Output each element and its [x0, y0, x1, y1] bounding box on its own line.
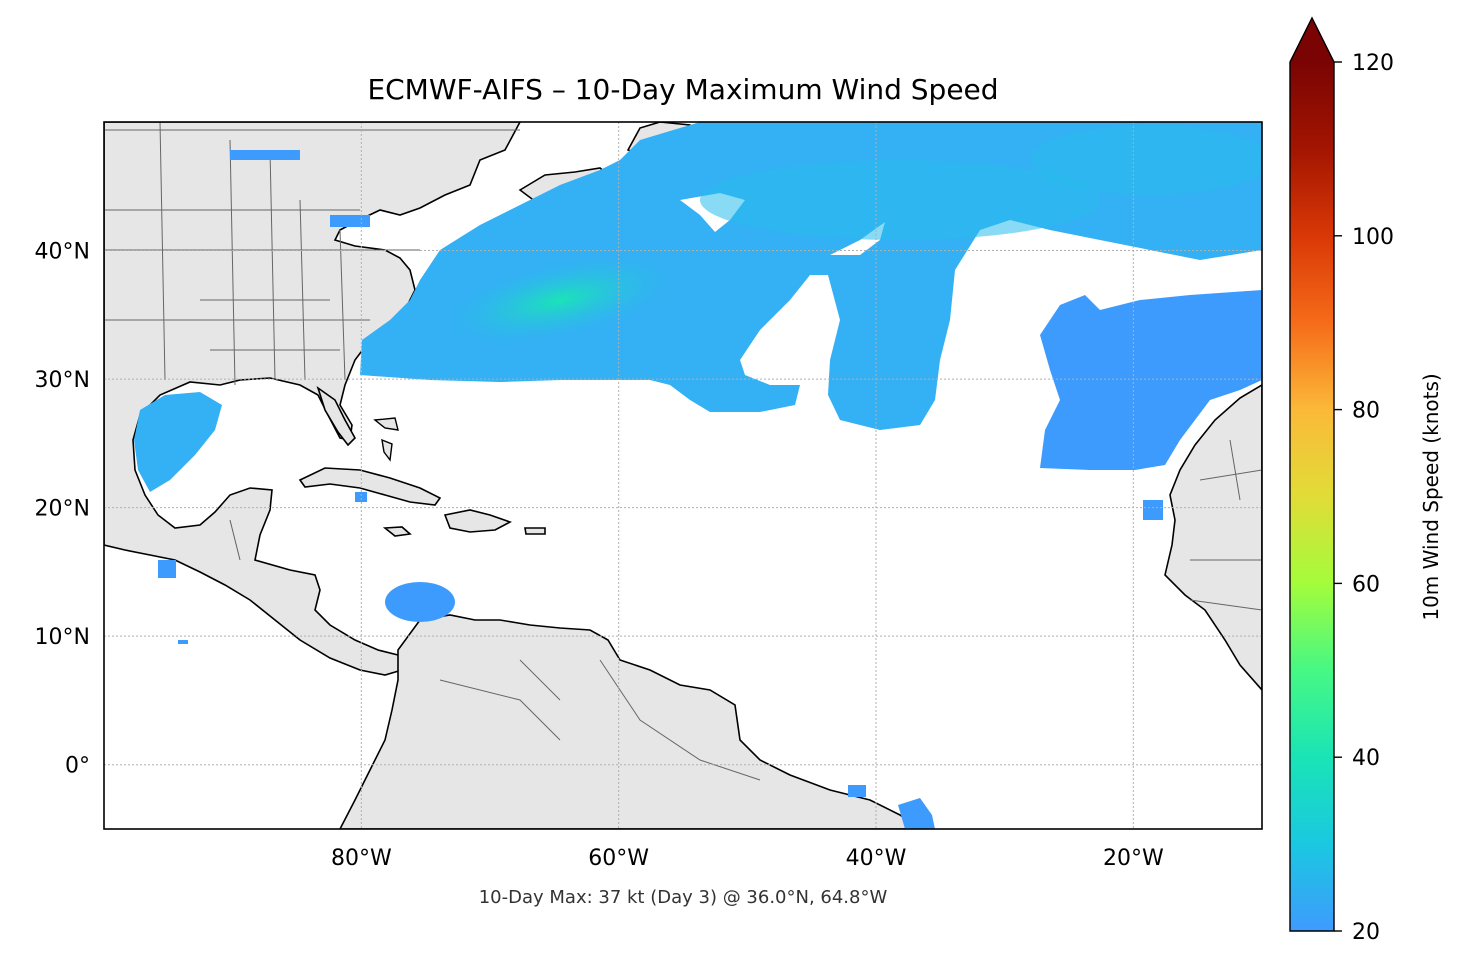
colorbar: 20 40 60 80 100 120 10m Wind Speed (knots) [1289, 16, 1443, 945]
gridlines [104, 122, 1262, 829]
colorbar-tick-label: 60 [1352, 572, 1380, 597]
wind-spot [898, 798, 935, 829]
lat-tick-label: 30°N [35, 368, 90, 393]
lat-tick-labels: 0° 10°N 20°N 30°N 40°N [35, 240, 90, 779]
colorbar-tick-label: 20 [1352, 920, 1380, 945]
colorbar-ticks: 20 40 60 80 100 120 [1334, 51, 1394, 945]
map-panel [104, 122, 1262, 829]
land-jamaica [382, 526, 412, 537]
wind-caribbean [385, 582, 455, 622]
colorbar-tick-label: 120 [1352, 51, 1394, 76]
colorbar-gradient [1290, 62, 1334, 931]
wind-spot [848, 785, 866, 797]
wind-great-lakes [230, 150, 300, 160]
lon-tick-label: 80°W [331, 846, 392, 871]
wind-band-ne [1030, 125, 1262, 195]
lon-tick-label: 60°W [588, 846, 649, 871]
land-bahamas [373, 417, 399, 462]
colorbar-tick-label: 100 [1352, 225, 1394, 250]
map-frame [103, 121, 1263, 830]
wind-spot [355, 492, 367, 502]
land-puerto-rico [524, 527, 546, 535]
wind-lake-ontario [330, 215, 370, 227]
wind-gulf-mexico [134, 392, 222, 492]
wind-field [134, 122, 1262, 829]
wind-spot [1143, 500, 1163, 520]
lon-tick-labels: 80°W 60°W 40°W 20°W [331, 846, 1164, 871]
land-hispaniola [443, 509, 512, 533]
borders [104, 122, 1262, 781]
land-cuba [298, 467, 442, 506]
footnote: 10-Day Max: 37 kt (Day 3) @ 36.0°N, 64.8… [479, 887, 888, 908]
lat-tick-label: 0° [65, 754, 90, 779]
colorbar-extend-arrow [1290, 18, 1334, 62]
colorbar-tick-label: 40 [1352, 746, 1380, 771]
colorbar-label: 10m Wind Speed (knots) [1419, 373, 1443, 620]
wind-max-core [442, 255, 678, 345]
lat-tick-label: 10°N [35, 625, 90, 650]
lat-tick-label: 20°N [35, 497, 90, 522]
wind-band-north [700, 160, 1100, 240]
lon-tick-label: 20°W [1103, 846, 1164, 871]
wind-swath-east-atlantic [1040, 290, 1262, 470]
wind-spot [158, 560, 176, 578]
lon-tick-label: 40°W [846, 846, 907, 871]
land-florida [316, 385, 356, 447]
colorbar-tick-label: 80 [1352, 399, 1380, 424]
chart-title: ECMWF-AIFS – 10-Day Maximum Wind Speed [367, 73, 998, 106]
lat-tick-label: 40°N [35, 240, 90, 265]
wind-spot [178, 640, 188, 644]
colorbar-outline [1289, 16, 1335, 932]
land-africa [1164, 384, 1262, 692]
land-south-america [339, 614, 922, 829]
